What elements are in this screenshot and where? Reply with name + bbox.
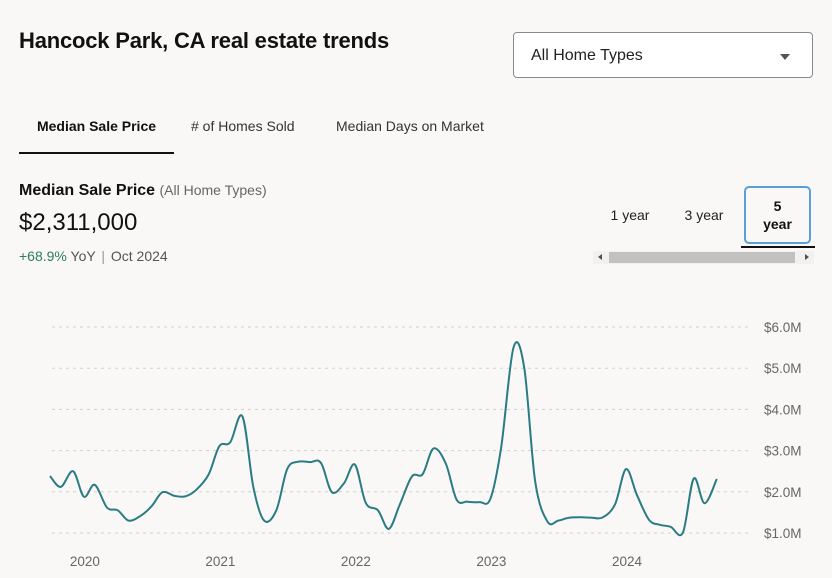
metric-tabs: Median Sale Price # of Homes Sold Median… xyxy=(19,108,619,154)
range-selected-underline xyxy=(741,246,815,248)
range-scrollbar[interactable] xyxy=(593,251,814,264)
y-tick-label: $1.0M xyxy=(764,526,802,541)
range-3-year-button[interactable]: 3 year xyxy=(684,207,724,223)
y-tick-label: $3.0M xyxy=(764,444,802,459)
y-tick-label: $6.0M xyxy=(764,320,802,335)
x-tick-label: 2022 xyxy=(341,554,371,569)
page-title: Hancock Park, CA real estate trends xyxy=(19,28,390,53)
tab-median-days-on-market[interactable]: Median Days on Market xyxy=(336,118,484,134)
x-tick-label: 2023 xyxy=(476,554,506,569)
divider: | xyxy=(101,248,105,264)
range-5-year-label: 5 year xyxy=(763,198,792,232)
range-1-year-button[interactable]: 1 year xyxy=(610,207,650,223)
metric-name: Median Sale Price xyxy=(19,182,156,199)
y-tick-label: $4.0M xyxy=(764,402,802,417)
chevron-down-icon xyxy=(780,54,790,60)
x-tick-label: 2024 xyxy=(612,554,643,569)
tab-homes-sold[interactable]: # of Homes Sold xyxy=(191,118,295,134)
metric-change-line: +68.9% YoY | Oct 2024 xyxy=(19,248,168,264)
median-sale-price-chart: $1.0M $2.0M $3.0M $4.0M $5.0M $6.0M 2020 2021 20… xyxy=(49,320,802,569)
metric-period: Oct 2024 xyxy=(110,248,168,264)
metric-filter: (All Home Types) xyxy=(159,182,267,198)
metric-value: $2,311,000 xyxy=(19,209,138,236)
y-tick-label: $2.0M xyxy=(764,485,802,500)
tab-median-sale-price[interactable]: Median Sale Price xyxy=(19,108,174,154)
x-tick-label: 2020 xyxy=(70,554,100,569)
x-tick-label: 2021 xyxy=(205,554,235,569)
yoy-change: +68.9% xyxy=(19,248,67,264)
scroll-right-arrow-icon[interactable] xyxy=(805,254,809,260)
home-type-dropdown-value: All Home Types xyxy=(531,47,643,64)
metric-heading: Median Sale Price (All Home Types) xyxy=(19,182,267,200)
range-5-year-button[interactable]: 5 year xyxy=(744,186,811,244)
y-tick-label: $5.0M xyxy=(764,361,802,376)
home-type-dropdown[interactable]: All Home Types xyxy=(513,32,813,78)
series-line xyxy=(49,341,718,537)
scroll-left-arrow-icon[interactable] xyxy=(598,254,602,260)
scroll-thumb[interactable] xyxy=(609,252,795,263)
yoy-label: YoY xyxy=(70,248,96,264)
